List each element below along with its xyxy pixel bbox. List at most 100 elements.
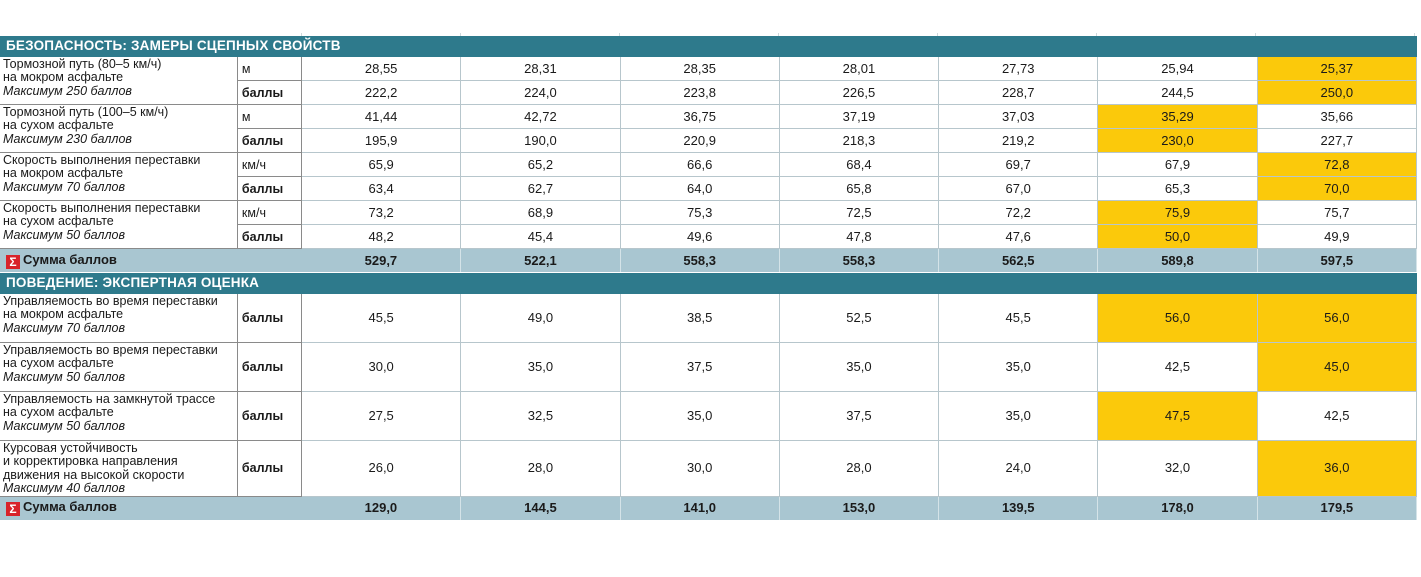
points-value-cell: 56,0 — [1097, 293, 1258, 343]
metric-label-line: Управляемость во время переставки — [3, 343, 218, 357]
points-value-cell: 250,0 — [1257, 80, 1418, 105]
points-value-cell: 28,0 — [460, 440, 621, 497]
metric-max-points: Максимум 250 баллов — [3, 83, 132, 98]
metric-max-points: Максимум 50 баллов — [3, 227, 125, 242]
metric-unit: км/ч — [237, 152, 303, 177]
points-value-cell: 28,0 — [779, 440, 940, 497]
sum-value-cell: 179,5 — [1257, 496, 1418, 521]
metric-label-line: Курсовая устойчивость — [3, 441, 138, 455]
points-value-cell: 35,0 — [779, 342, 940, 392]
metric-points-unit: баллы — [237, 391, 303, 441]
points-value-cell: 37,5 — [779, 391, 940, 441]
measured-value-cell: 72,2 — [938, 200, 1099, 225]
points-value-cell: 45,5 — [938, 293, 1099, 343]
measured-value-cell: 75,3 — [620, 200, 780, 225]
metric-label-line: на сухом асфальте — [3, 214, 114, 229]
points-value-cell: 70,0 — [1257, 176, 1418, 201]
points-value-cell: 42,5 — [1257, 391, 1418, 441]
points-value-cell: 63,4 — [301, 176, 462, 201]
measured-value-cell: 68,4 — [779, 152, 940, 177]
points-value-cell: 27,5 — [301, 391, 462, 441]
sum-value-cell: 141,0 — [620, 496, 780, 521]
metric-points-unit: баллы — [237, 176, 303, 201]
metric-points-unit: баллы — [237, 128, 303, 153]
points-value-cell: 45,0 — [1257, 342, 1418, 392]
points-value-cell: 35,0 — [460, 342, 621, 392]
metric-label-line: Управляемость на замкнутой трассе — [3, 392, 216, 406]
points-value-cell: 227,7 — [1257, 128, 1418, 153]
measured-value-cell: 28,01 — [779, 56, 940, 81]
metric-label-line: Управляемость во время переставки — [3, 294, 218, 308]
metric-label-line: Тормозной путь (100–5 км/ч) — [3, 105, 169, 119]
points-value-cell: 64,0 — [620, 176, 780, 201]
metric-measured-row: Скорость выполнения переставки на сухом а… — [0, 200, 1418, 249]
metric-label: Управляемость во время переставки на мокр… — [0, 293, 238, 343]
points-value-cell: 45,4 — [460, 224, 621, 249]
measured-value-cell: 73,2 — [301, 200, 462, 225]
points-value-cell: 35,0 — [620, 391, 780, 441]
points-value-cell: 195,9 — [301, 128, 462, 153]
points-value-cell: 67,0 — [938, 176, 1099, 201]
points-value-cell: 230,0 — [1097, 128, 1258, 153]
metric-label-line: Тормозной путь (80–5 км/ч) — [3, 57, 162, 71]
measured-value-cell: 25,37 — [1257, 56, 1418, 81]
sum-value-cell: 562,5 — [938, 248, 1099, 273]
measured-value-cell: 67,9 — [1097, 152, 1258, 177]
metric-label-line: движения на высокой скорости — [3, 467, 185, 482]
column-tick — [301, 33, 302, 36]
measured-value-cell: 75,7 — [1257, 200, 1418, 225]
metric-label-line: на сухом асфальте — [3, 356, 114, 371]
metric-label-line: Скорость выполнения переставки — [3, 201, 201, 215]
metric-points-row: Курсовая устойчивость и корректировка нап… — [0, 440, 1418, 497]
metric-label-line: на мокром асфальте — [3, 307, 124, 322]
metric-label-line: на мокром асфальте — [3, 70, 124, 85]
metric-points-row: Управляемость во время переставки на мокр… — [0, 293, 1418, 343]
points-value-cell: 190,0 — [460, 128, 621, 153]
points-value-cell: 35,0 — [938, 391, 1099, 441]
measured-value-cell: 69,7 — [938, 152, 1099, 177]
measured-value-cell: 27,73 — [938, 56, 1099, 81]
metric-label-line: и корректировка направления — [3, 454, 178, 469]
points-value-cell: 52,5 — [779, 293, 940, 343]
measured-value-cell: 66,6 — [620, 152, 780, 177]
metric-points-unit: баллы — [237, 224, 303, 249]
metric-label: Тормозной путь (100–5 км/ч) на сухом асфа… — [0, 104, 238, 153]
metric-unit: м — [237, 56, 303, 81]
measured-value-cell: 28,55 — [301, 56, 462, 81]
sum-value-cell: 558,3 — [779, 248, 940, 273]
measured-value-cell: 68,9 — [460, 200, 621, 225]
measured-value-cell: 28,31 — [460, 56, 621, 81]
points-value-cell: 30,0 — [301, 342, 462, 392]
points-value-cell: 35,0 — [938, 342, 1099, 392]
column-tick — [1096, 33, 1097, 36]
column-tick — [1255, 33, 1256, 36]
points-value-cell: 56,0 — [1257, 293, 1418, 343]
points-value-cell: 32,0 — [1097, 440, 1258, 497]
metric-points-row: баллы 63,4 62,7 64,0 65,8 67,0 65,3 70,0 — [0, 176, 1418, 201]
metric-label: Скорость выполнения переставки на сухом а… — [0, 200, 238, 249]
metric-max-points: Максимум 70 баллов — [3, 179, 125, 194]
column-tick — [778, 33, 779, 36]
metric-label: Управляемость на замкнутой трассе на сухо… — [0, 391, 238, 441]
measured-value-cell: 28,35 — [620, 56, 780, 81]
points-value-cell: 49,6 — [620, 224, 780, 249]
metric-label-line: на сухом асфальте — [3, 405, 114, 420]
metric-max-points: Максимум 230 баллов — [3, 131, 132, 146]
metric-unit: км/ч — [237, 200, 303, 225]
sum-label: Сумма баллов — [23, 499, 117, 515]
points-value-cell: 45,5 — [301, 293, 462, 343]
points-value-cell: 36,0 — [1257, 440, 1418, 497]
section-header-row: ПОВЕДЕНИЕ: ЭКСПЕРТНАЯ ОЦЕНКА — [0, 272, 1417, 294]
points-value-cell: 219,2 — [938, 128, 1099, 153]
metric-label: Курсовая устойчивость и корректировка нап… — [0, 440, 238, 497]
sum-label-cell: Σ Сумма баллов — [0, 496, 302, 521]
sum-row: Σ Сумма баллов 129,0 144,5 141,0 153,0 139,5 17… — [0, 496, 1418, 521]
metric-points-row: баллы 195,9 190,0 220,9 218,3 219,2 230,0 227,7 — [0, 128, 1418, 153]
metric-points-row: Управляемость во время переставки на сухо… — [0, 342, 1418, 392]
column-tick — [1414, 33, 1415, 36]
metric-unit: м — [237, 104, 303, 129]
measured-value-cell: 37,19 — [779, 104, 940, 129]
points-value-cell: 226,5 — [779, 80, 940, 105]
points-value-cell: 224,0 — [460, 80, 621, 105]
sum-value-cell: 558,3 — [620, 248, 780, 273]
